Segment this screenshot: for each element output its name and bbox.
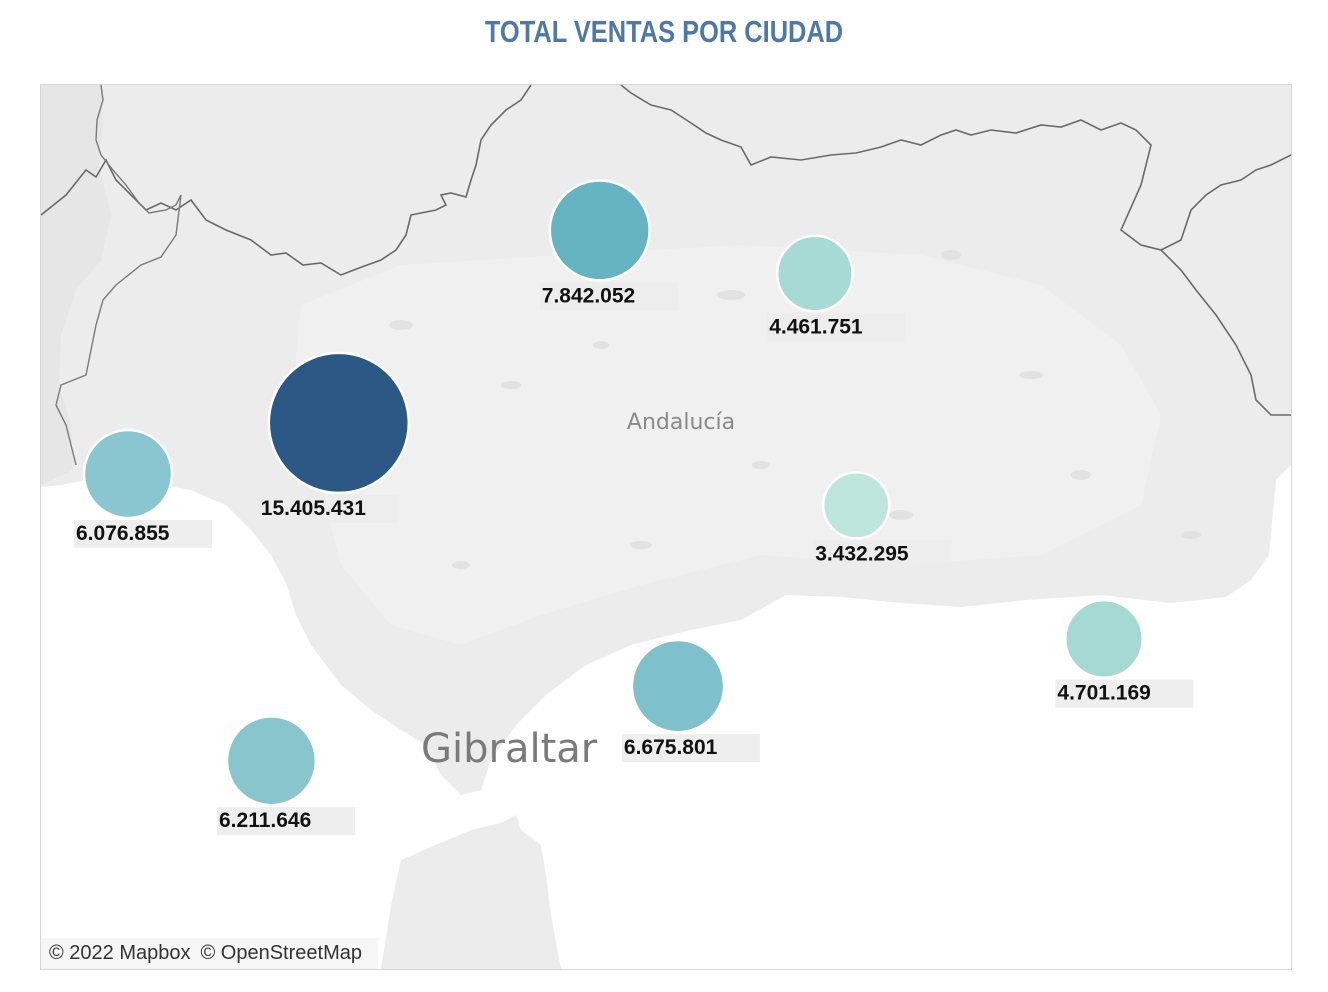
value-label: 6.076.855 — [76, 522, 170, 545]
map-canvas[interactable]: Andalucía Gibraltar 15.405.431 7.842.052 6… — [41, 85, 1291, 969]
map-view[interactable]: Andalucía Gibraltar 15.405.431 7.842.052 6… — [40, 84, 1292, 970]
city-marker[interactable] — [821, 471, 891, 540]
value-label-background — [621, 734, 760, 763]
city-marker[interactable] — [630, 638, 726, 734]
city-markers: 15.405.431 7.842.052 6.675.801 6.211.646 6.0… — [74, 179, 1194, 836]
value-label-background — [539, 282, 678, 311]
map-attribution[interactable]: © 2022 Mapbox © OpenStreetMap — [41, 938, 378, 969]
value-label-background — [1055, 679, 1194, 708]
attribution-osm[interactable]: © OpenStreetMap — [200, 942, 362, 964]
city-marker[interactable] — [1064, 599, 1144, 679]
city-marker[interactable] — [82, 428, 174, 520]
attribution-mapbox[interactable]: © 2022 Mapbox — [49, 942, 191, 964]
border-line — [41, 85, 532, 276]
value-label-background — [74, 519, 212, 548]
value-label-background — [258, 494, 397, 523]
city-marker[interactable] — [225, 715, 318, 807]
city-marker[interactable] — [267, 351, 411, 495]
value-label: 4.461.751 — [769, 315, 863, 338]
value-label-background — [767, 313, 906, 342]
border-line-east — [620, 85, 1291, 251]
border-line-southeast — [1160, 249, 1291, 416]
value-label-background — [217, 807, 355, 836]
chart-title: TOTAL VENTAS POR CIUDAD — [484, 14, 844, 49]
value-label-background — [813, 540, 952, 569]
value-label: 6.675.801 — [624, 736, 718, 759]
value-label: 15.405.431 — [261, 497, 366, 520]
border-line-portugal — [55, 85, 182, 466]
region-label-andalucia: Andalucía — [627, 410, 735, 435]
value-label: 6.211.646 — [219, 809, 311, 832]
value-label: 7.842.052 — [542, 284, 635, 307]
value-label: 4.701.169 — [1057, 682, 1150, 705]
land-portugal — [41, 85, 111, 485]
city-marker[interactable] — [548, 179, 651, 282]
place-label-gibraltar: Gibraltar — [421, 726, 598, 772]
land-africa — [381, 815, 561, 969]
terrain-speckles — [389, 250, 1201, 569]
city-marker[interactable] — [775, 234, 854, 313]
value-label: 3.432.295 — [815, 542, 909, 565]
